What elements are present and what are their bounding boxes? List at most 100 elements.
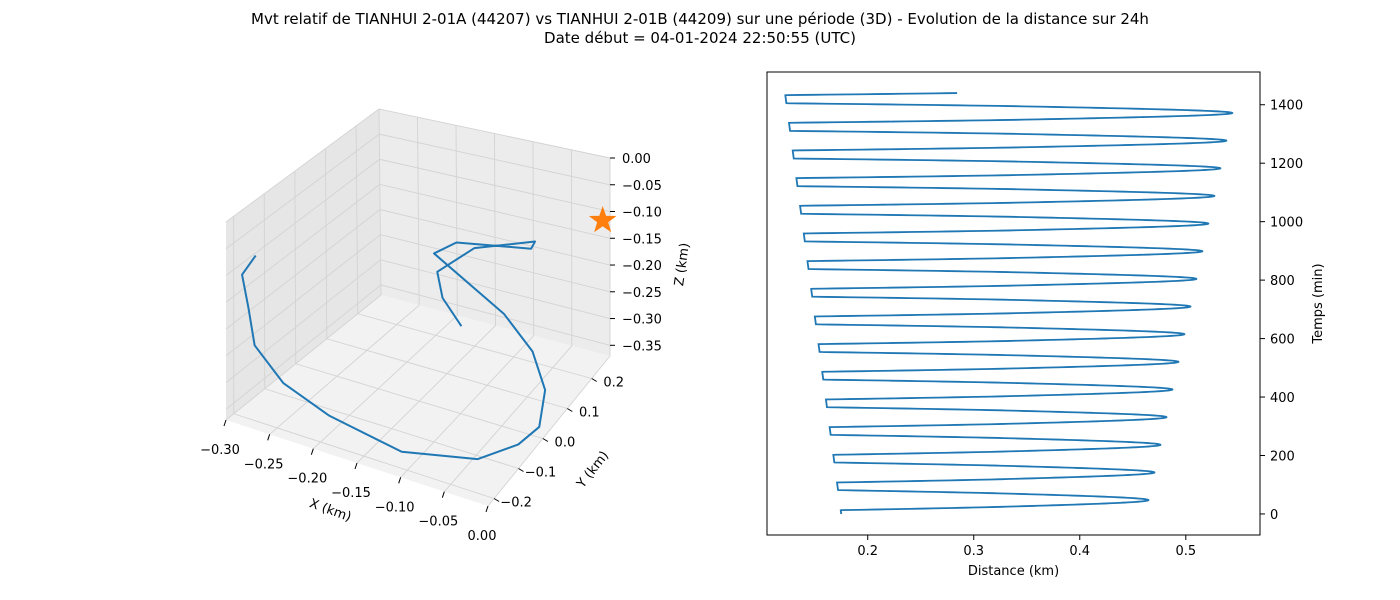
grid-x-floor — [313, 315, 458, 449]
chart-title: Mvt relatif de TIANHUI 2-01A (44207) vs … — [0, 10, 1400, 48]
chart-title-line1: Mvt relatif de TIANHUI 2-01A (44207) vs … — [251, 10, 1149, 28]
grid-y-floor — [326, 338, 568, 409]
grid-z-left — [225, 108, 380, 223]
z-axis-title: Z (km) — [672, 242, 693, 287]
grid-x-back — [494, 133, 496, 326]
distance-line — [784, 92, 1234, 515]
y-tick-label: 200 — [1270, 449, 1295, 464]
x-tick — [441, 491, 445, 498]
axes-frame — [766, 71, 1261, 536]
grid-z-back — [379, 209, 611, 266]
x-tick — [310, 448, 314, 455]
x-tick-label: −0.05 — [418, 515, 458, 530]
y-axis-title: Temps (min) — [1311, 263, 1326, 344]
axes-3d-ticks: −0.30−0.25−0.20−0.15−0.10−0.050.00−0.2−0… — [200, 152, 662, 544]
grid-z-left — [225, 259, 381, 383]
y-tick — [493, 498, 500, 502]
x-tick — [485, 505, 489, 513]
y-tick-label: 800 — [1270, 274, 1295, 289]
chart-title-line2: Date début = 04-01-2024 22:50:55 (UTC) — [544, 29, 856, 47]
grid-z-back — [378, 108, 611, 159]
grid-z-left — [225, 234, 381, 357]
z-tick-label: 0.00 — [622, 152, 651, 167]
y-tick-label: 400 — [1270, 391, 1295, 406]
grid-x-floor — [225, 294, 382, 421]
back-pane — [379, 109, 610, 356]
z-tick-label: −0.30 — [622, 313, 662, 328]
x-tick-label: 0.4 — [1069, 544, 1090, 559]
trajectory-3d — [241, 205, 617, 461]
x-tick-label: −0.30 — [200, 443, 240, 458]
y-tick-label: 0 — [1270, 508, 1278, 523]
grid-x-back — [455, 125, 458, 316]
x-tick — [354, 462, 358, 470]
grid-x-floor — [443, 345, 573, 492]
grid-z-left — [225, 184, 381, 303]
grid-z-back — [380, 284, 611, 346]
grid-z-left — [225, 133, 380, 250]
y-tick — [591, 378, 597, 382]
grid-y-floor — [295, 363, 544, 439]
y-tick — [567, 408, 573, 412]
grid-z-left — [225, 209, 381, 330]
z-tick-label: −0.10 — [622, 206, 662, 221]
x-tick-label: 0.5 — [1175, 544, 1196, 559]
grid-z-back — [380, 259, 611, 319]
z-tick-label: −0.35 — [622, 339, 662, 354]
grid-z-left — [225, 284, 382, 410]
x-tick-label: −0.20 — [287, 472, 327, 487]
y-tick-label: 600 — [1270, 333, 1295, 348]
x-tick — [398, 477, 402, 484]
x-tick — [223, 419, 227, 427]
x-tick-label: −0.15 — [331, 486, 371, 501]
y-tick-label: −0.1 — [525, 466, 557, 481]
grid-x-back — [532, 141, 535, 336]
grid-z-back — [379, 158, 611, 212]
y-tick-label: 1000 — [1270, 216, 1303, 231]
x-tick-label: 0.2 — [857, 544, 878, 559]
grid-x-back — [417, 117, 420, 306]
y-tick-label: 0.2 — [603, 376, 624, 391]
y-tick — [542, 438, 549, 442]
grid-x-floor — [487, 355, 611, 507]
x-tick — [267, 434, 271, 441]
x-axis-title: Distance (km) — [968, 564, 1059, 579]
z-tick-label: −0.15 — [622, 232, 662, 247]
grid-y-left — [325, 148, 328, 339]
grid-z-left — [225, 158, 380, 276]
axes-2d-ticks: 0.2 0.3 0.4 0.5 0 200 400 600 800 1000 1200 1400 — [857, 99, 1303, 559]
grid-y-left — [355, 125, 359, 314]
plot-distance-over-time: 0.2 0.3 0.4 0.5 0 200 400 600 800 1000 1200 1400 Di… — [766, 71, 1326, 579]
grid-z-back — [380, 234, 611, 293]
grid-y-floor — [233, 413, 495, 499]
star-marker — [588, 205, 617, 233]
trajectory-line — [241, 240, 547, 461]
y-tick-label: 1400 — [1270, 99, 1303, 114]
x-tick-label: 0.3 — [963, 544, 984, 559]
z-tick-label: −0.20 — [622, 259, 662, 274]
x-tick-label: −0.25 — [244, 457, 284, 472]
grid-z-back — [379, 133, 611, 186]
grid-y-floor — [357, 313, 592, 379]
grid-z-back — [379, 183, 611, 239]
z-tick-label: −0.25 — [622, 286, 662, 301]
y-tick-label: −0.2 — [500, 496, 532, 511]
y-tick-label: 0.0 — [555, 436, 576, 451]
y-tick — [518, 468, 524, 472]
plot-3d-trajectory: −0.30−0.25−0.20−0.15−0.10−0.050.00−0.2−0… — [200, 108, 693, 544]
y-tick-label: 0.1 — [579, 406, 600, 421]
axes-2d-frame — [766, 71, 1261, 536]
y-axis-title: Y (km) — [574, 449, 613, 492]
grid-x-back — [378, 108, 382, 296]
grid-y-floor — [264, 388, 519, 469]
z-tick-label: −0.05 — [622, 179, 662, 194]
x-tick-label: −0.10 — [375, 500, 415, 515]
grid-x-floor — [269, 304, 420, 435]
x-tick-label: 0.00 — [468, 529, 497, 544]
grid-y-left — [294, 171, 297, 364]
axes-2d-labels: Distance (km) Temps (min) — [968, 263, 1326, 579]
grid-y-left — [263, 193, 266, 389]
distance-series — [784, 92, 1234, 515]
y-tick-label: 1200 — [1270, 157, 1303, 172]
